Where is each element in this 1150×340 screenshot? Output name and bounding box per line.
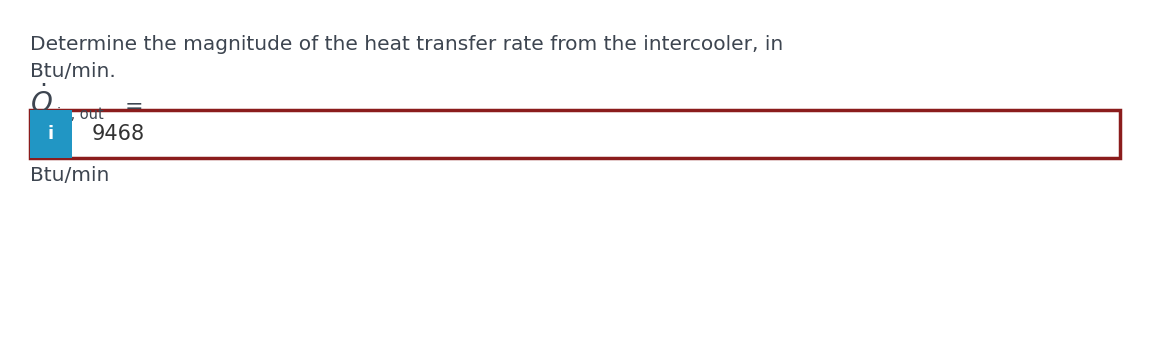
- Text: =: =: [125, 97, 144, 117]
- Bar: [30, 110, 72, 158]
- Bar: [30, 110, 1120, 158]
- Text: Btu/min.: Btu/min.: [30, 62, 116, 81]
- Text: $\dot{Q}$: $\dot{Q}$: [30, 83, 53, 119]
- Text: in, out: in, out: [58, 107, 104, 122]
- Text: Btu/min: Btu/min: [30, 166, 109, 185]
- Text: i: i: [48, 125, 54, 143]
- Text: 9468: 9468: [92, 124, 145, 144]
- Text: Determine the magnitude of the heat transfer rate from the intercooler, in: Determine the magnitude of the heat tran…: [30, 35, 783, 54]
